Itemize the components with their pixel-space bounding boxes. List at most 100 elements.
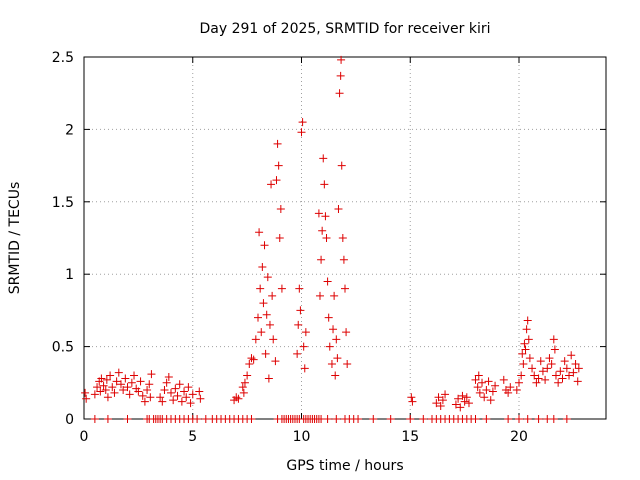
data-point [272,176,281,185]
data-point [454,394,463,403]
data-point [264,374,273,383]
data-point [436,401,445,410]
data-point [96,387,105,396]
data-point [456,403,465,412]
data-point [530,371,539,380]
data-point [484,377,493,386]
data-point [243,371,252,380]
y-tick-label: 1 [65,267,74,283]
data-point [259,299,268,308]
y-tick-label: 2.5 [52,50,74,66]
data-point [247,415,256,423]
data-point [408,397,417,406]
data-point [186,399,195,408]
data-point [90,415,99,423]
data-point [140,397,149,406]
data-point [294,320,303,329]
data-point [293,349,302,358]
data-point [108,383,117,392]
data-point [300,364,309,373]
data-point [504,388,513,397]
data-point [103,415,112,423]
data-point [515,378,523,387]
data-point [296,306,305,315]
data-point [318,226,327,235]
data-point [162,378,171,387]
data-point [538,367,547,376]
data-point [354,415,363,423]
data-point [327,359,336,368]
data-point [130,371,139,380]
data-point [338,234,347,242]
y-tick-label: 0 [65,412,74,428]
data-point [550,345,559,354]
data-point [330,291,339,300]
data-point [473,383,482,392]
data-point [195,387,204,396]
data-point [438,396,447,405]
data-point [295,284,304,293]
data-point [125,390,134,399]
grid-lines [84,57,606,419]
data-point [245,359,254,368]
data-point [275,234,284,242]
data-point [534,374,543,383]
data-point [471,375,480,384]
data-point [523,415,532,423]
data-point [301,328,310,337]
data-point [260,241,269,250]
x-tick-label: 15 [401,429,419,445]
data-point [158,397,167,406]
data-point [543,364,552,373]
data-point [123,415,132,423]
data-point [240,378,249,387]
data-point [182,393,191,402]
data-point [239,388,248,397]
data-points [81,55,583,423]
data-point [560,357,569,366]
data-point [458,391,467,400]
data-point [515,415,523,423]
x-axis-label: GPS time / hours [286,458,403,474]
data-point [325,342,334,351]
data-point [434,393,443,402]
data-point [482,415,491,423]
data-point [554,378,563,387]
data-point [269,335,278,344]
data-point [102,375,111,384]
data-point [386,415,395,423]
data-point [335,89,344,98]
data-point [136,377,145,386]
data-point [451,400,460,409]
data-point [512,386,521,395]
data-point [573,377,582,386]
data-point [255,228,264,237]
data-point [471,415,480,423]
data-point [184,383,193,392]
data-point [521,345,530,354]
data-point [525,354,534,363]
data-point [332,335,341,344]
data-point [177,397,186,406]
data-point [499,375,508,384]
data-point [369,415,378,423]
x-tick-label: 5 [188,429,197,445]
data-point [238,383,247,392]
data-point [478,378,487,387]
data-point [464,399,473,408]
data-point [331,371,340,380]
data-point [143,386,152,395]
data-point [343,359,352,368]
data-point [90,390,99,399]
data-point [522,325,531,334]
data-point [127,378,136,387]
data-point [298,118,307,127]
data-point [462,393,471,402]
data-point [504,415,513,423]
data-point [268,291,277,300]
data-point [123,383,132,392]
data-point [160,386,169,395]
data-point [112,377,121,386]
data-point [171,384,180,393]
chart-title: Day 291 of 2025, SRMTID for receiver kir… [199,21,490,37]
